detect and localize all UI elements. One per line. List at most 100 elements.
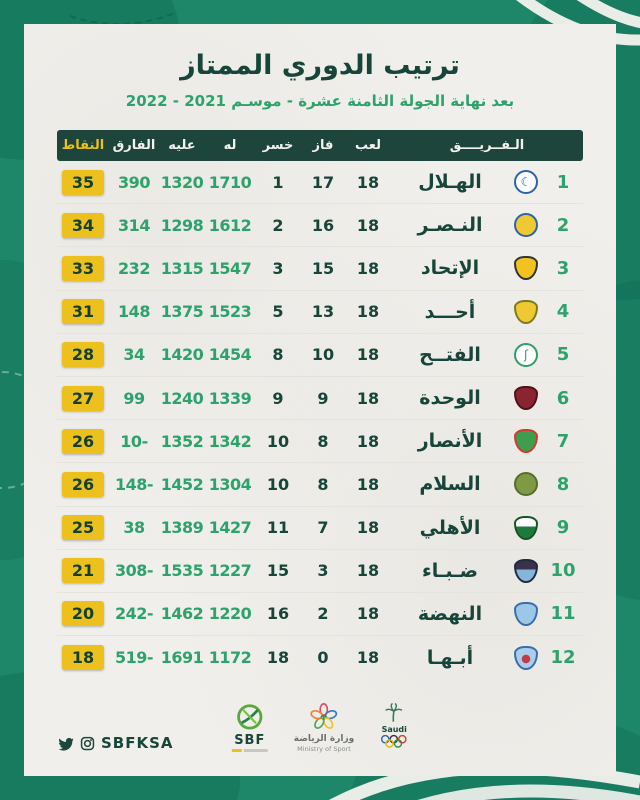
points-badge: 35 (62, 169, 104, 195)
sbf-label: SBF (234, 733, 266, 748)
team-name: الوحدة (419, 387, 481, 410)
team-logo-cell: ʃ (509, 342, 543, 367)
column-header-for: له (223, 138, 237, 153)
saudi-olympic-logo: Saudi (380, 702, 408, 748)
points-badge: 31 (62, 299, 104, 325)
won-value: 9 (317, 388, 329, 408)
lost-value: 16 (266, 604, 290, 624)
team-logo (514, 213, 538, 238)
points-cell: 26 (57, 428, 109, 454)
table-row: 8 السلام 18 8 10 1304 1452 -148 26 (57, 463, 583, 507)
team-logo-cell (509, 515, 543, 540)
rank-label: 10 (550, 560, 576, 582)
points-for-value: 1454 (208, 345, 252, 365)
team-logo (514, 558, 538, 583)
won-value: 3 (317, 561, 329, 581)
page-title: ترتيب الدوري الممتاز (180, 50, 460, 81)
team-logo (514, 601, 538, 626)
points-against-value: 1240 (160, 388, 204, 408)
table-row: 5 ʃ الفتــح 18 10 8 1454 1420 34 28 (57, 334, 583, 377)
column-header-points: النقاط (61, 138, 105, 153)
instagram-icon (80, 736, 95, 750)
points-against-value: 1298 (160, 215, 204, 235)
rank-label: 8 (556, 473, 570, 495)
points-cell: 27 (57, 385, 109, 411)
points-cell: 28 (57, 342, 109, 368)
lost-value: 2 (272, 215, 284, 235)
ministry-label-ar: وزارة الرياضة (293, 734, 355, 744)
olympic-rings-icon (381, 735, 408, 748)
won-value: 13 (311, 302, 335, 322)
point-diff-value: 314 (118, 215, 150, 235)
played-value: 18 (356, 172, 380, 192)
social-handle-block: SBFKSA (57, 734, 174, 752)
column-header-won: فاز (312, 138, 334, 153)
point-diff-value: -242 (114, 604, 154, 624)
ministry-label-en: Ministry of Sport (297, 745, 351, 753)
team-logo-cell (509, 386, 543, 411)
sbf-basketball-icon (237, 704, 263, 730)
won-value: 8 (317, 431, 329, 451)
table-row: 11 النهضة 18 2 16 1220 1462 -242 20 (57, 593, 583, 637)
points-cell: 35 (57, 169, 109, 195)
twitter-icon (58, 737, 74, 751)
footer-logos: SBF وزارة الرياضة Ministry of Sport (231, 702, 408, 753)
team-name: ضـبـاء (422, 559, 478, 582)
points-against-value: 1691 (160, 648, 204, 668)
points-cell: 34 (57, 212, 109, 238)
team-name: النـصـر (417, 214, 483, 237)
points-against-value: 1320 (160, 172, 204, 192)
column-header-diff: الفارق (112, 138, 156, 153)
points-badge: 20 (62, 601, 104, 627)
points-badge: 34 (62, 212, 104, 238)
played-value: 18 (356, 648, 380, 668)
palm-tree-icon (385, 702, 403, 722)
team-name: الهـلال (418, 171, 482, 194)
team-logo-cell (509, 601, 543, 626)
points-for-value: 1220 (208, 604, 252, 624)
lost-value: 10 (266, 474, 290, 494)
points-for-value: 1612 (208, 215, 252, 235)
played-value: 18 (356, 604, 380, 624)
team-logo (514, 645, 538, 670)
team-logo (514, 472, 538, 497)
lost-value: 3 (272, 258, 284, 278)
point-diff-value: -519 (114, 648, 154, 668)
points-cell: 33 (57, 255, 109, 281)
points-against-value: 1452 (160, 474, 204, 494)
team-logo-cell (509, 645, 543, 670)
points-for-value: 1172 (208, 648, 252, 668)
lost-value: 1 (272, 172, 284, 192)
played-value: 18 (356, 431, 380, 451)
points-against-value: 1462 (160, 604, 204, 624)
team-logo-cell (509, 472, 543, 497)
point-diff-value: 38 (123, 518, 145, 538)
team-name: النهضة (417, 602, 483, 625)
rank-label: 4 (556, 301, 570, 323)
table-header: الـفــريــــق لعب فاز خسر له عليه الفارق… (57, 130, 583, 161)
lost-value: 9 (272, 388, 284, 408)
team-logo-cell (509, 429, 543, 454)
table-row: 9 الأهلي 18 7 11 1427 1389 38 25 (57, 507, 583, 550)
lost-value: 18 (266, 648, 290, 668)
points-against-value: 1535 (160, 561, 204, 581)
team-name: الأهلي (419, 516, 481, 539)
team-logo-cell (509, 299, 543, 324)
rank-label: 1 (556, 171, 570, 193)
points-cell: 18 (57, 645, 109, 671)
sbf-logo: SBF (231, 702, 268, 752)
rank-label: 9 (556, 517, 570, 539)
won-value: 17 (311, 172, 335, 192)
points-badge: 18 (62, 645, 104, 671)
point-diff-value: 34 (123, 345, 145, 365)
ministry-of-sport-logo: وزارة الرياضة Ministry of Sport (294, 702, 354, 753)
team-logo (514, 386, 538, 411)
team-logo-cell (509, 256, 543, 281)
rank-label: 3 (556, 257, 570, 279)
points-for-value: 1547 (208, 258, 252, 278)
points-badge: 27 (62, 385, 104, 411)
team-logo (514, 299, 538, 324)
point-diff-value: -308 (114, 561, 154, 581)
points-for-value: 1523 (208, 302, 252, 322)
won-value: 8 (317, 474, 329, 494)
